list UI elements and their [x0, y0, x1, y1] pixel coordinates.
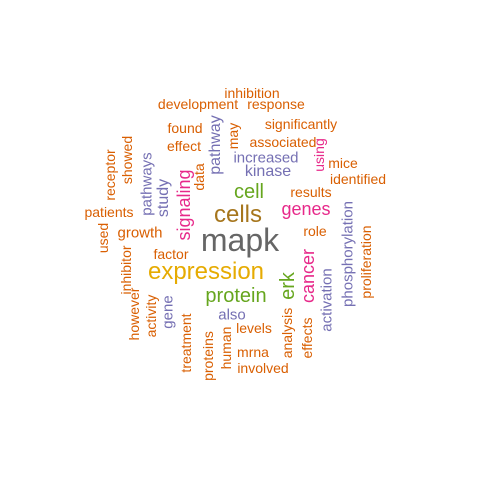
- word-effects: effects: [299, 317, 315, 359]
- word-results: results: [290, 184, 332, 200]
- word-receptor: receptor: [102, 149, 118, 201]
- word-proliferation: proliferation: [358, 225, 374, 299]
- word-phosphorylation: phosphorylation: [339, 201, 357, 307]
- word-response: response: [247, 96, 305, 112]
- word-genes: genes: [281, 199, 331, 219]
- word-gene: gene: [159, 295, 177, 329]
- word-found: found: [167, 120, 203, 136]
- word-associated: associated: [249, 134, 317, 150]
- word-inhibition: inhibition: [224, 85, 280, 101]
- word-cells: cells: [213, 201, 263, 228]
- word-pathway: pathway: [207, 115, 224, 175]
- word-proteins: proteins: [200, 331, 216, 381]
- word-study: study: [155, 178, 172, 218]
- word-mapk: mapk: [200, 222, 280, 258]
- word-may: may: [225, 122, 241, 150]
- word-however: however: [126, 287, 142, 341]
- word-mice: mice: [328, 155, 358, 171]
- word-data: data: [191, 163, 207, 191]
- word-protein: protein: [205, 285, 267, 307]
- word-expression: expression: [147, 258, 265, 285]
- word-involved: involved: [237, 360, 289, 376]
- word-showed: showed: [119, 135, 135, 185]
- word-development: development: [157, 96, 239, 112]
- word-cell: cell: [233, 181, 265, 203]
- word-significantly: significantly: [264, 116, 338, 132]
- word-increased: increased: [233, 149, 299, 167]
- word-human: human: [218, 326, 234, 370]
- word-kinase: kinase: [244, 163, 292, 180]
- word-also: also: [218, 306, 246, 324]
- word-analysis: analysis: [279, 307, 295, 359]
- word-growth: growth: [117, 224, 163, 242]
- word-patients: patients: [84, 204, 134, 220]
- word-treatment: treatment: [178, 313, 194, 373]
- word-role: role: [303, 223, 327, 239]
- word-factor: factor: [153, 246, 189, 262]
- word-identified: identified: [329, 171, 387, 187]
- word-activity: activity: [143, 294, 159, 338]
- word-effect: effect: [167, 138, 201, 154]
- word-used: used: [95, 222, 111, 254]
- word-pathways: pathways: [138, 152, 156, 216]
- word-erk: erk: [277, 272, 299, 300]
- word-activation: activation: [318, 268, 336, 332]
- word-cancer: cancer: [298, 248, 318, 304]
- word-levels: levels: [236, 320, 272, 336]
- word-mrna: mrna: [237, 344, 269, 360]
